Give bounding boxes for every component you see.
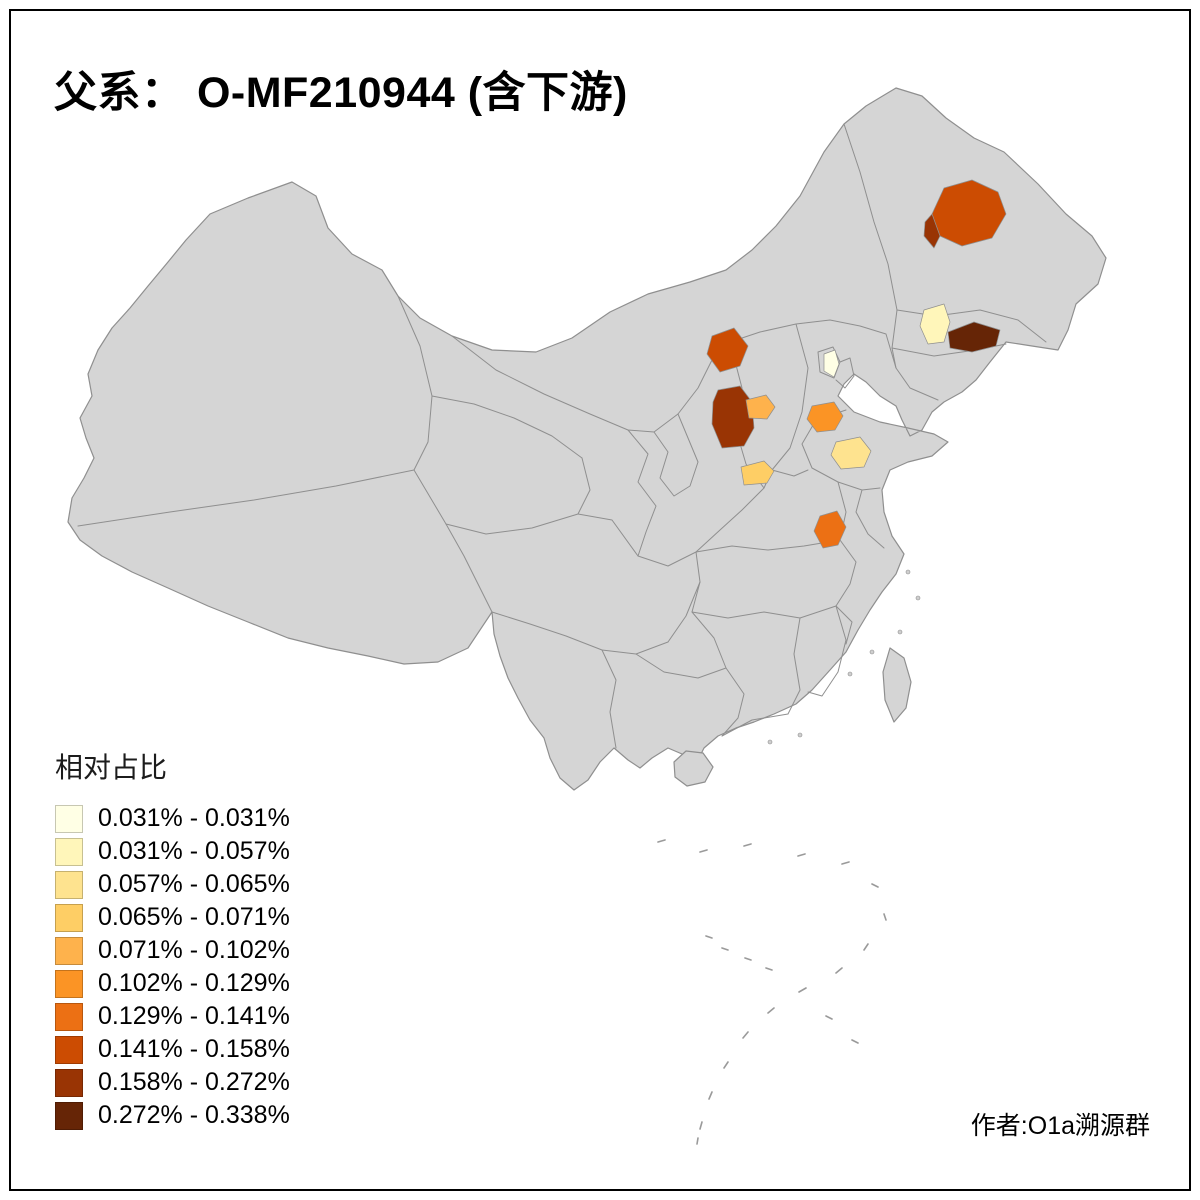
province-border [577, 513, 639, 557]
legend-swatch [55, 903, 83, 932]
legend-item: 0.158% - 0.272% [55, 1066, 290, 1099]
map-title: 父系： O-MF210944 (含下游) [54, 69, 628, 117]
province-border [843, 123, 898, 311]
province-border [667, 581, 701, 643]
province-border [577, 457, 591, 515]
coastal-islands [767, 569, 921, 745]
legend-label: 0.065% - 0.071% [98, 903, 290, 931]
province-border [721, 713, 789, 737]
highlight-region [813, 510, 847, 549]
island-dot [905, 569, 911, 575]
island-dot [847, 671, 853, 677]
legend-label: 0.057% - 0.065% [98, 870, 290, 898]
legend-label: 0.102% - 0.129% [98, 969, 290, 997]
province-border [77, 469, 415, 527]
legend-label: 0.141% - 0.158% [98, 1035, 290, 1063]
legend-swatch [55, 1068, 83, 1097]
province-border [445, 523, 493, 613]
province-border [695, 487, 765, 553]
highlight-region [745, 394, 776, 420]
province-border [653, 413, 699, 497]
legend-item: 0.031% - 0.057% [55, 835, 290, 868]
highlight-region [947, 321, 1001, 353]
province-border [771, 469, 809, 477]
highlight-regions [706, 179, 1007, 549]
province-border [835, 357, 855, 389]
province-border [855, 489, 885, 549]
highlight-region [931, 179, 1007, 247]
province-border [635, 611, 727, 679]
legend-item: 0.272% - 0.338% [55, 1099, 290, 1132]
taiwan-island [882, 647, 912, 723]
province-border [835, 539, 857, 607]
highlight-region [711, 385, 755, 449]
legend-swatch [55, 1002, 83, 1031]
highlight-region [806, 401, 844, 433]
legend-item: 0.031% - 0.031% [55, 802, 290, 835]
highlight-region [823, 349, 840, 378]
legend-item: 0.071% - 0.102% [55, 934, 290, 967]
highlight-region [740, 460, 775, 486]
island-dot [869, 649, 875, 655]
legend-label: 0.272% - 0.338% [98, 1101, 290, 1129]
island-dot [767, 739, 773, 745]
legend-label: 0.031% - 0.057% [98, 837, 290, 865]
province-border [601, 649, 617, 749]
legend-item: 0.102% - 0.129% [55, 967, 290, 1000]
legend-label: 0.071% - 0.102% [98, 936, 290, 964]
highlight-region [919, 303, 951, 345]
highlight-region [830, 436, 872, 470]
province-border [695, 539, 841, 553]
legend-swatch [55, 1101, 83, 1130]
province-border [431, 395, 583, 459]
legend-items: 0.031% - 0.031% 0.031% - 0.057% 0.057% -… [55, 802, 290, 1132]
legend-item: 0.141% - 0.158% [55, 1033, 290, 1066]
province-border [787, 617, 801, 715]
province-border [413, 469, 579, 535]
legend-title: 相对占比 [55, 752, 168, 783]
province-border [637, 551, 697, 567]
island-dot [797, 732, 803, 738]
china-mainland-shape [67, 87, 1107, 791]
legend-label: 0.129% - 0.141% [98, 1002, 290, 1030]
legend-label: 0.158% - 0.272% [98, 1068, 290, 1096]
province-border [691, 605, 837, 619]
province-border [451, 319, 897, 433]
legend-swatch [55, 837, 83, 866]
legend-swatch [55, 1035, 83, 1064]
island-dot [915, 595, 921, 601]
province-border [835, 605, 853, 645]
island-dot [897, 629, 903, 635]
legend: 相对占比 0.031% - 0.031% 0.031% - 0.057% 0.0… [55, 746, 290, 1132]
attribution: 作者:O1a溯源群 [970, 1112, 1150, 1140]
highlight-region [923, 213, 941, 249]
hainan-island [673, 750, 714, 787]
legend-swatch [55, 870, 83, 899]
province-border [807, 605, 847, 697]
province-border [491, 611, 669, 655]
legend-item: 0.057% - 0.065% [55, 868, 290, 901]
legend-swatch [55, 804, 83, 833]
province-border [721, 667, 745, 737]
legend-item: 0.129% - 0.141% [55, 1000, 290, 1033]
highlight-region [706, 327, 749, 373]
province-border [627, 429, 657, 557]
legend-swatch [55, 969, 83, 998]
legend-label: 0.031% - 0.031% [98, 804, 290, 832]
legend-item: 0.065% - 0.071% [55, 901, 290, 934]
south-china-sea-islands [657, 839, 887, 1145]
legend-swatch [55, 936, 83, 965]
